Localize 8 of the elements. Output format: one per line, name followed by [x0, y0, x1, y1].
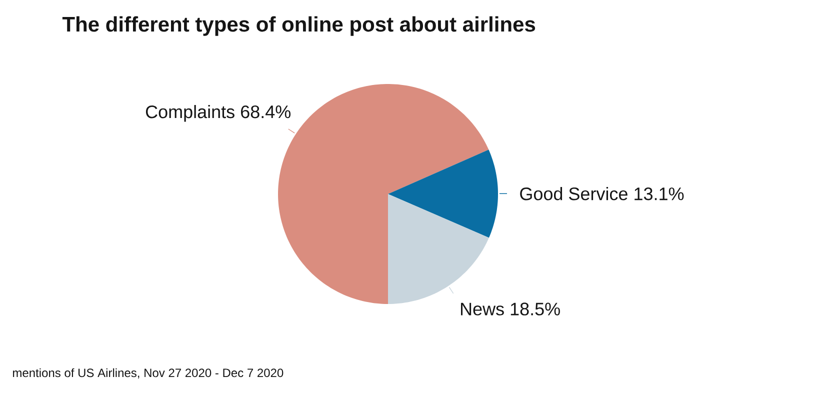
data-label: 68.4%	[241, 105, 290, 118]
data-label: 18.5%	[510, 302, 560, 316]
slice-label: Good Service	[520, 187, 628, 200]
slice-label: Complaints	[146, 105, 234, 122]
text: mentions of US Airlines, Nov 27 2020 - Dec 7 2020	[13, 368, 284, 379]
chart-title: The different types of online post about airlines	[62, 16, 536, 36]
slice-label: News	[461, 302, 504, 316]
data-label: 13.1%	[634, 187, 684, 200]
